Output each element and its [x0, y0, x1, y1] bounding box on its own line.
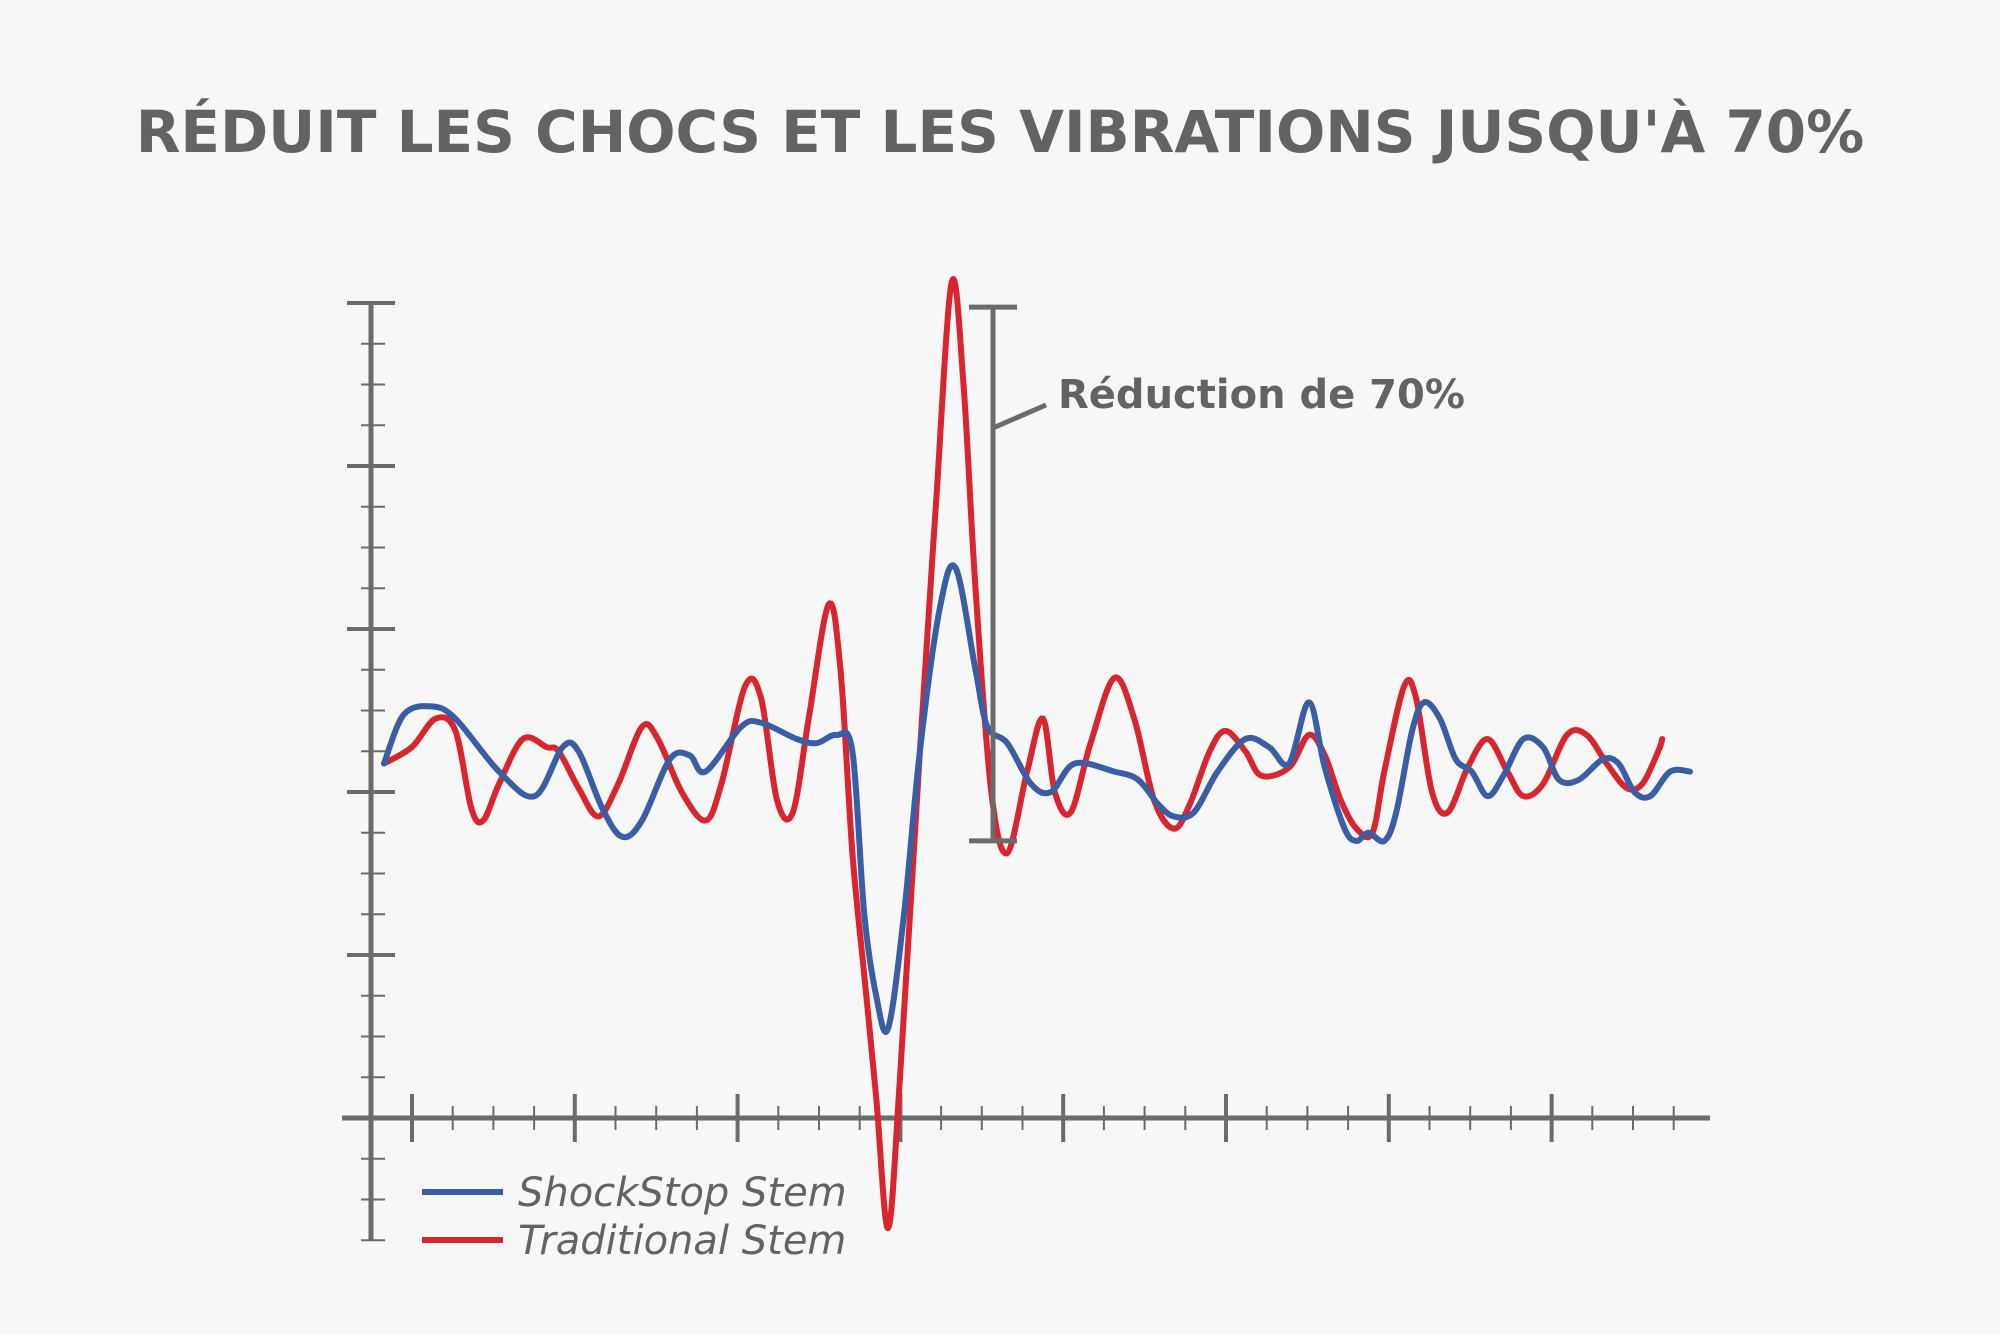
legend-label-shockstop-stem: ShockStop Stem	[518, 1170, 847, 1216]
axes-group	[342, 301, 1710, 1242]
annotation-group: Réduction de 70%	[969, 304, 1465, 844]
legend-label-traditional-stem: Traditional Stem	[518, 1218, 846, 1264]
series-line-shockstop-stem	[381, 562, 1693, 1035]
annotation-label: Réduction de 70%	[1058, 372, 1465, 418]
series-group	[381, 276, 1693, 1232]
series-line-traditional-stem	[381, 276, 1666, 1232]
annotation-leader	[992, 402, 1047, 431]
chart-title: RÉDUIT LES CHOCS ET LES VIBRATIONS JUSQU…	[135, 98, 1865, 166]
